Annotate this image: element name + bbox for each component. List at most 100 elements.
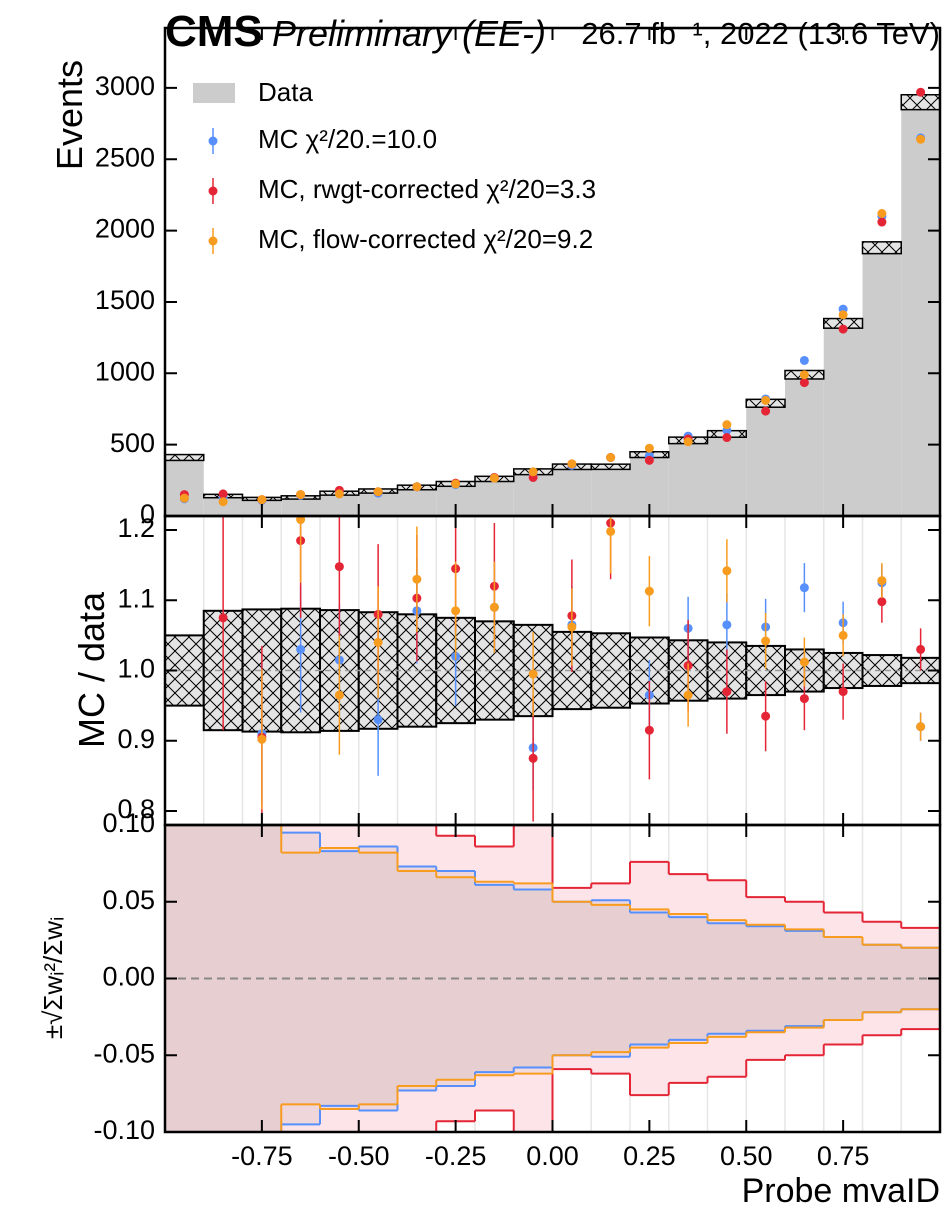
mc-point [179, 493, 189, 503]
y-tick-label: 0 [140, 499, 155, 529]
step-line [707, 919, 747, 1038]
step-line [823, 936, 863, 1021]
step-line [630, 860, 669, 1097]
x-tick-label: -0.75 [231, 1141, 293, 1171]
ratio-point [451, 606, 461, 616]
mc-point [838, 310, 848, 320]
x-tick-label: -0.50 [328, 1141, 390, 1171]
x-axis-label: Probe mvaID [742, 1172, 940, 1210]
mc-point [644, 443, 654, 453]
x-tick-label: 0.75 [817, 1141, 870, 1171]
mc-point [412, 482, 422, 492]
ratio-point [877, 576, 887, 586]
mc-point [683, 437, 693, 447]
step-line [513, 882, 553, 1075]
mc-point [838, 324, 848, 334]
data-bar [785, 374, 824, 516]
data-bar [281, 497, 320, 516]
step-line [630, 911, 669, 1046]
ratio-point [218, 613, 228, 623]
step-line [281, 831, 320, 1126]
step-line [281, 851, 320, 1106]
step-line [785, 929, 824, 1028]
ratio-point [644, 586, 654, 596]
ratio-point [334, 562, 344, 572]
step-line [397, 865, 437, 1092]
plot-area [165, 825, 940, 1132]
step-line [746, 896, 785, 1061]
data-bar [746, 403, 785, 516]
step-line [707, 922, 747, 1035]
mc-point [296, 490, 306, 500]
mc-point [916, 87, 926, 97]
ratio-point [799, 583, 809, 593]
mc-point [334, 489, 344, 499]
axes-frame [163, 823, 942, 1134]
step-line [668, 873, 708, 1084]
annotation: 26.7 fb⁻¹, 2022 (13.6 TeV) [581, 16, 940, 51]
mc-point [799, 355, 809, 365]
legend-swatch [193, 83, 235, 103]
mc-point [722, 420, 732, 430]
legend-label: MC, rwgt-corrected χ²/20=3.3 [258, 174, 596, 204]
y-tick-label: 0.00 [102, 962, 155, 992]
y-tick-label: 0.10 [102, 808, 155, 838]
ratio-point [916, 722, 926, 732]
step-line [358, 851, 398, 1106]
legend-marker [208, 186, 218, 196]
step-line [785, 928, 824, 1029]
data-bar [862, 247, 902, 516]
step-line [397, 870, 437, 1087]
ratio-point [761, 636, 771, 646]
y-axis-label: MC / data [71, 591, 112, 748]
data-bar [165, 457, 204, 516]
step-line [358, 845, 398, 1112]
data-bar [320, 493, 359, 516]
ratio-point [606, 526, 616, 536]
ratio-point [722, 620, 732, 630]
step-line [901, 926, 940, 1031]
uncertainty-box [861, 241, 902, 255]
data-bar [591, 466, 630, 516]
title: CMS [165, 7, 263, 56]
x-tick-label: 0.25 [623, 1141, 676, 1171]
step-line [746, 923, 785, 1034]
subtitle: Preliminary (EE-) [272, 13, 546, 54]
legend-marker [208, 136, 218, 146]
step-line [668, 916, 708, 1041]
ratio-point [296, 644, 306, 654]
x-tick-label: 0.50 [720, 1141, 773, 1171]
mc-point [799, 370, 809, 380]
ratio-point [799, 694, 809, 704]
step-line [823, 911, 863, 1046]
ratio-point [722, 687, 732, 697]
ratio-point [412, 574, 422, 584]
y-tick-label: 1.0 [117, 654, 155, 684]
data-bar [707, 433, 747, 516]
ratio-point [567, 622, 577, 632]
y-tick-label: 1000 [95, 356, 155, 386]
y-axis-label: Events [49, 60, 90, 170]
mc-point [257, 495, 267, 505]
y-tick-label: -0.10 [93, 1115, 155, 1145]
step-line [862, 943, 902, 1014]
step-line [475, 883, 514, 1074]
step-line [591, 899, 630, 1058]
mc-point [218, 489, 228, 499]
uncertainty-box [900, 94, 940, 111]
y-axis-label: ±√Σwᵢ²/Σwᵢ [38, 917, 68, 1039]
plot-area [165, 516, 940, 825]
step-line [475, 845, 514, 1112]
ratio-point [528, 669, 538, 679]
ratio-point [799, 657, 809, 667]
data-bar [823, 323, 863, 516]
y-tick-label: 3000 [95, 71, 155, 101]
step-line [552, 886, 592, 1071]
ratio-point [916, 644, 926, 654]
mc-point [451, 479, 461, 489]
ratio-point [683, 690, 693, 700]
mc-point [916, 134, 926, 144]
ratio-point [838, 630, 848, 640]
legend-label: Data [258, 77, 313, 107]
